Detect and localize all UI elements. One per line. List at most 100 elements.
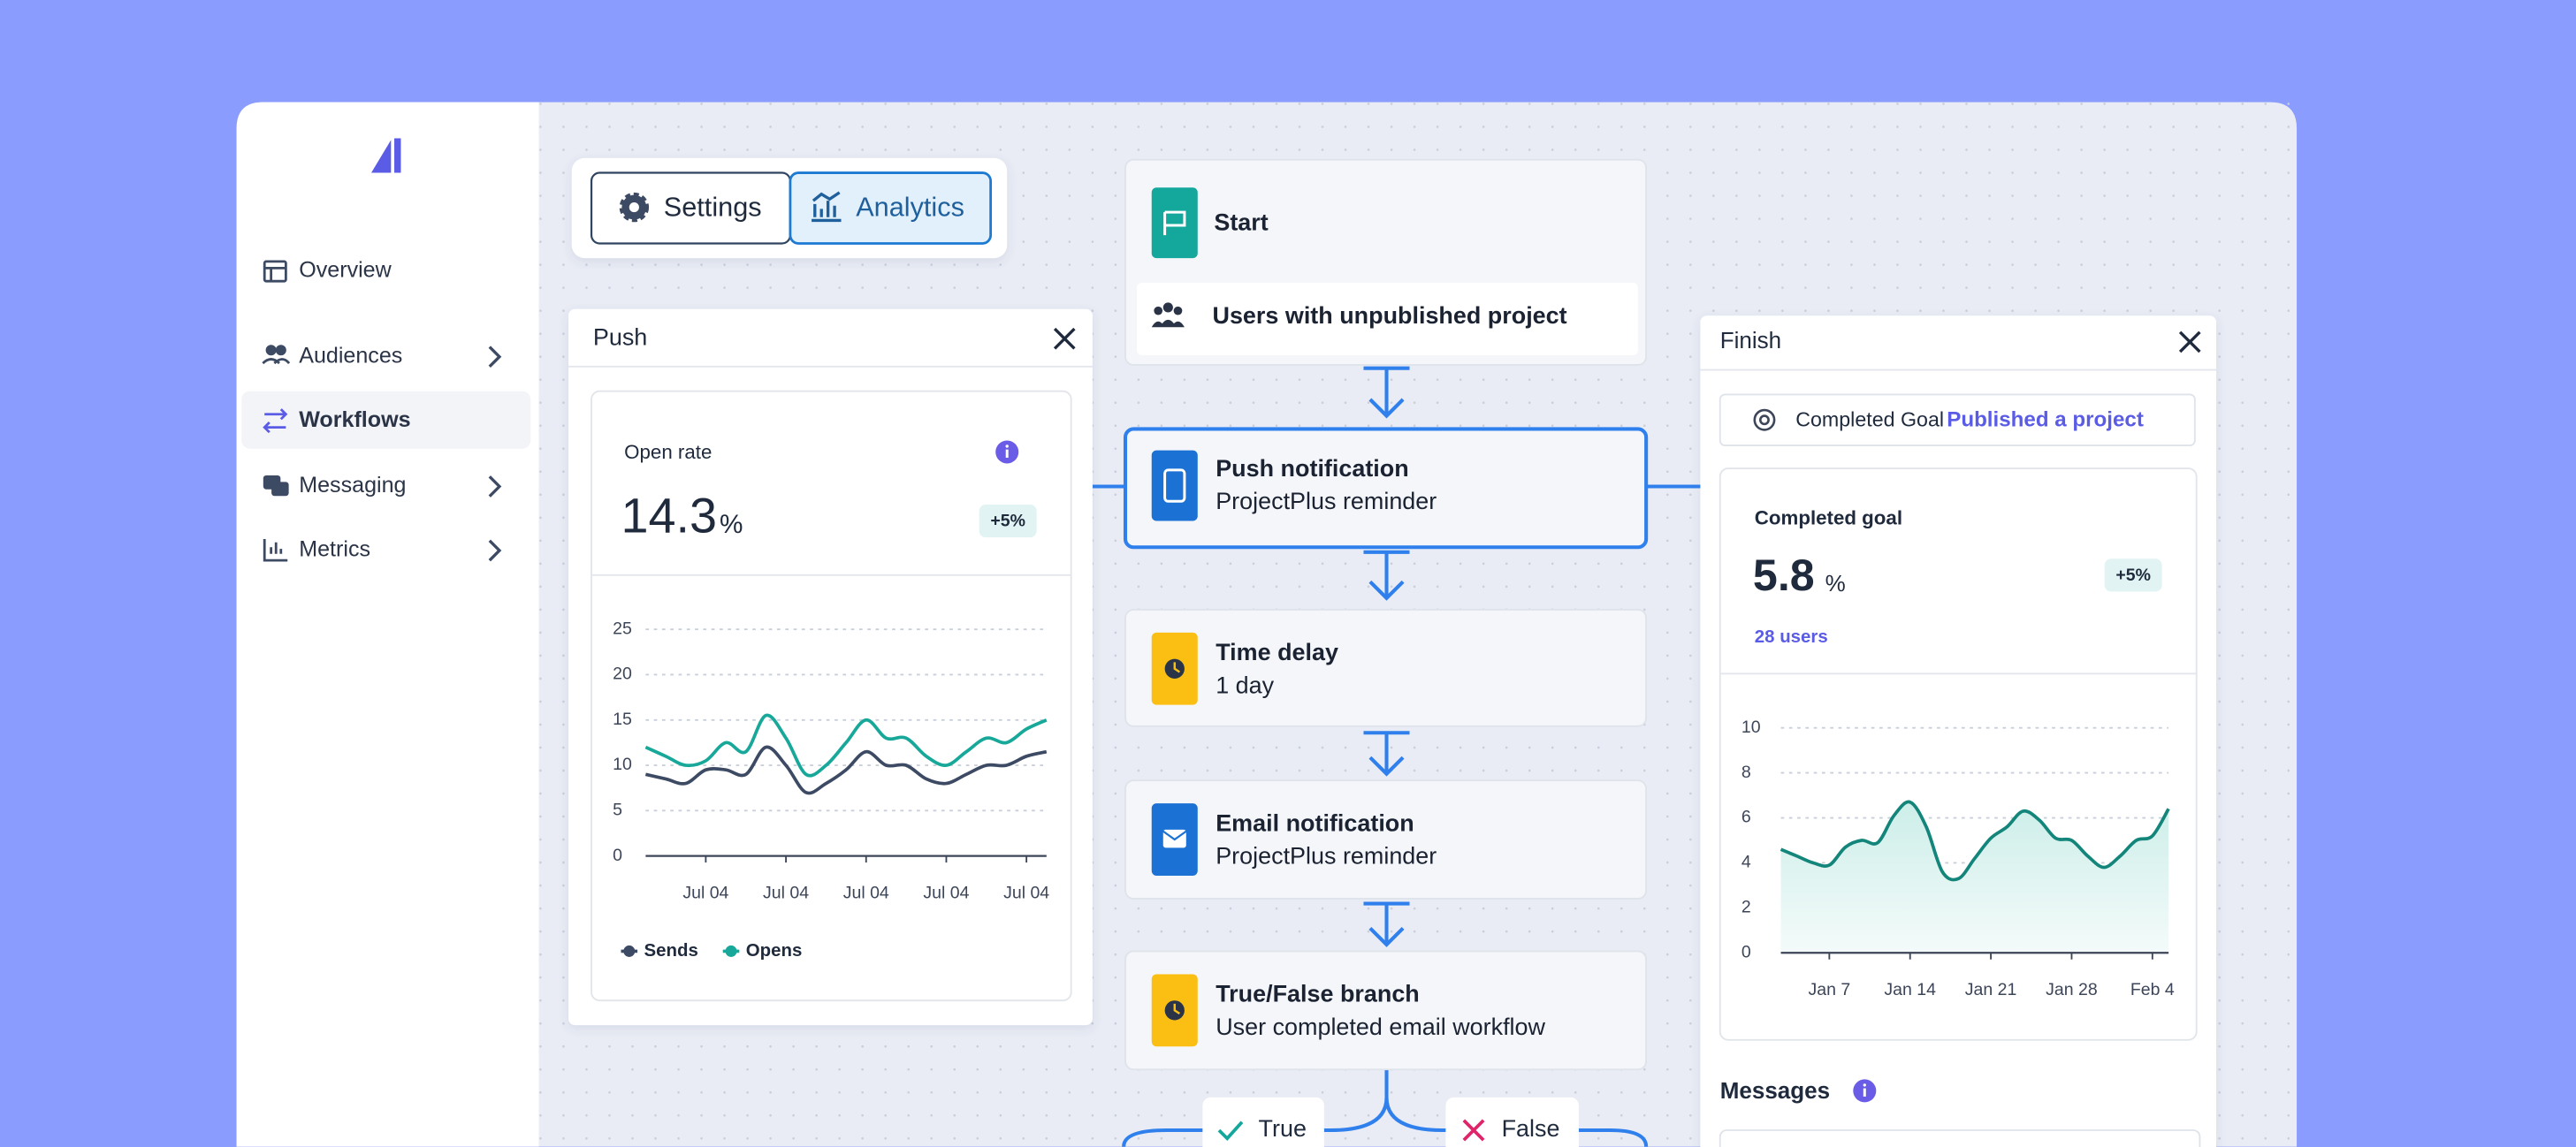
metric-label: Open rate xyxy=(624,441,712,463)
finish-chart: 0 2 4 6 8 10 Jan 7 Jan 14 Jan 21 Jan 28 Feb 4 xyxy=(1741,718,2175,999)
y-tick-label: 10 xyxy=(613,755,632,774)
clock-icon xyxy=(1164,1000,1185,1021)
check-icon xyxy=(1217,1120,1244,1141)
goal-name[interactable]: Published a project xyxy=(1947,408,2144,432)
users-count[interactable]: 28 users xyxy=(1755,627,1828,647)
line xyxy=(644,713,1048,778)
step-node[interactable] xyxy=(1124,779,1648,900)
node-subtitle: 1 day xyxy=(1216,672,1274,698)
metric-value: 14.3 xyxy=(621,488,717,543)
node-title: Email notification xyxy=(1216,809,1414,836)
nav-active-bg xyxy=(241,391,531,449)
badge-label: +5% xyxy=(990,512,1025,531)
area xyxy=(1780,801,2169,953)
x-tick-label: Jul 04 xyxy=(1003,884,1049,903)
line xyxy=(644,745,1048,795)
line xyxy=(1780,800,2170,882)
y-tick-label: 5 xyxy=(613,801,622,820)
y-tick-label: 6 xyxy=(1741,808,1751,827)
nav-item[interactable]: Audiences xyxy=(299,343,402,368)
step-icon xyxy=(1151,450,1198,521)
badge-label: +5% xyxy=(2115,566,2151,585)
info-icon xyxy=(995,440,1019,464)
step-node[interactable] xyxy=(1124,608,1648,727)
metric-value: 5.8 xyxy=(1753,551,1815,600)
node-title: Time delay xyxy=(1216,639,1338,665)
x-tick-label: Jan 7 xyxy=(1808,980,1850,999)
y-tick-label: 25 xyxy=(613,619,632,638)
branch-label[interactable]: True xyxy=(1259,1115,1307,1142)
metric-unit: % xyxy=(1825,570,1846,596)
step-node[interactable] xyxy=(1123,427,1649,550)
y-tick-label: 0 xyxy=(613,846,622,865)
goal-row xyxy=(1719,393,2196,446)
node-title: Start xyxy=(1214,209,1268,235)
x-tick-label: Feb 4 xyxy=(2130,980,2175,999)
metric-label: Completed goal xyxy=(1755,507,1902,529)
x-tick-label: Jan 21 xyxy=(1965,980,2017,999)
section-title: Messages xyxy=(1720,1077,1830,1104)
x-tick-label: Jan 28 xyxy=(2046,980,2098,999)
trigger-row xyxy=(1137,283,1638,355)
y-tick-label: 4 xyxy=(1741,853,1751,872)
users-icon xyxy=(1151,302,1185,328)
legend-swatch xyxy=(623,945,636,957)
clock-icon xyxy=(1164,658,1185,679)
step-node[interactable] xyxy=(1124,950,1648,1071)
branch-label[interactable]: False xyxy=(1502,1115,1560,1142)
node-title: Push notification xyxy=(1216,455,1409,482)
message-card xyxy=(1719,1129,2201,1147)
node-subtitle: User completed email workflow xyxy=(1216,1014,1545,1040)
nav-item[interactable]: Overview xyxy=(299,258,392,283)
nav-item[interactable]: Metrics xyxy=(299,537,370,562)
legend-label: Sends xyxy=(644,940,698,961)
panel-title: Push xyxy=(593,323,647,350)
y-tick-label: 2 xyxy=(1741,898,1751,917)
branch-pill[interactable] xyxy=(1202,1097,1324,1147)
mail-icon xyxy=(1162,829,1187,848)
metric-card xyxy=(591,390,1072,1002)
node-subtitle: ProjectPlus reminder xyxy=(1216,843,1437,870)
logo xyxy=(371,138,401,173)
analytics-icon xyxy=(812,191,842,223)
nav-item[interactable]: Workflows xyxy=(299,407,410,432)
nav-item[interactable]: Messaging xyxy=(299,473,406,498)
goal-prefix: Completed Goal xyxy=(1795,407,1944,430)
node-subtitle: ProjectPlus reminder xyxy=(1216,488,1437,514)
tab-label[interactable]: Settings xyxy=(664,193,762,223)
sidebar xyxy=(236,102,539,1147)
y-tick-label: 0 xyxy=(1741,942,1751,961)
badge xyxy=(979,504,1037,538)
connectors xyxy=(1092,366,1701,1147)
close-button[interactable] xyxy=(1053,327,1076,350)
y-tick-label: 20 xyxy=(613,665,632,684)
x-tick-label: Jul 04 xyxy=(763,884,809,903)
x-tick-label: Jul 04 xyxy=(843,884,889,903)
phone-icon xyxy=(1163,468,1186,503)
close-button[interactable] xyxy=(2178,330,2201,353)
x-tick-label: Jul 04 xyxy=(923,884,969,903)
x-tick-label: Jul 04 xyxy=(682,884,728,903)
start-icon xyxy=(1151,187,1198,259)
tab-analytics[interactable] xyxy=(789,171,993,245)
metric-unit: % xyxy=(720,510,743,539)
x-icon xyxy=(1462,1119,1485,1142)
y-tick-label: 8 xyxy=(1741,763,1751,782)
legend-label: Opens xyxy=(746,940,803,961)
gear-icon xyxy=(619,192,650,223)
flag-icon xyxy=(1163,210,1186,236)
panel-title: Finish xyxy=(1720,327,1781,353)
badge xyxy=(2104,558,2162,592)
info-icon xyxy=(1853,1079,1877,1103)
tab-label[interactable]: Analytics xyxy=(856,193,964,223)
trigger-label: Users with unpublished project xyxy=(1213,302,1567,329)
y-tick-label: 10 xyxy=(1741,718,1761,737)
node-title: True/False branch xyxy=(1216,981,1420,1007)
push-chart: 0 5 10 15 20 25 Jul 04 Jul 04 Jul 04 Jul 04 Jul 04… xyxy=(613,619,1049,960)
legend-swatch xyxy=(725,945,737,957)
x-tick-label: Jan 14 xyxy=(1884,980,1936,999)
nav-icons xyxy=(262,260,502,562)
y-tick-label: 15 xyxy=(613,710,632,729)
target-icon xyxy=(1753,408,1776,431)
